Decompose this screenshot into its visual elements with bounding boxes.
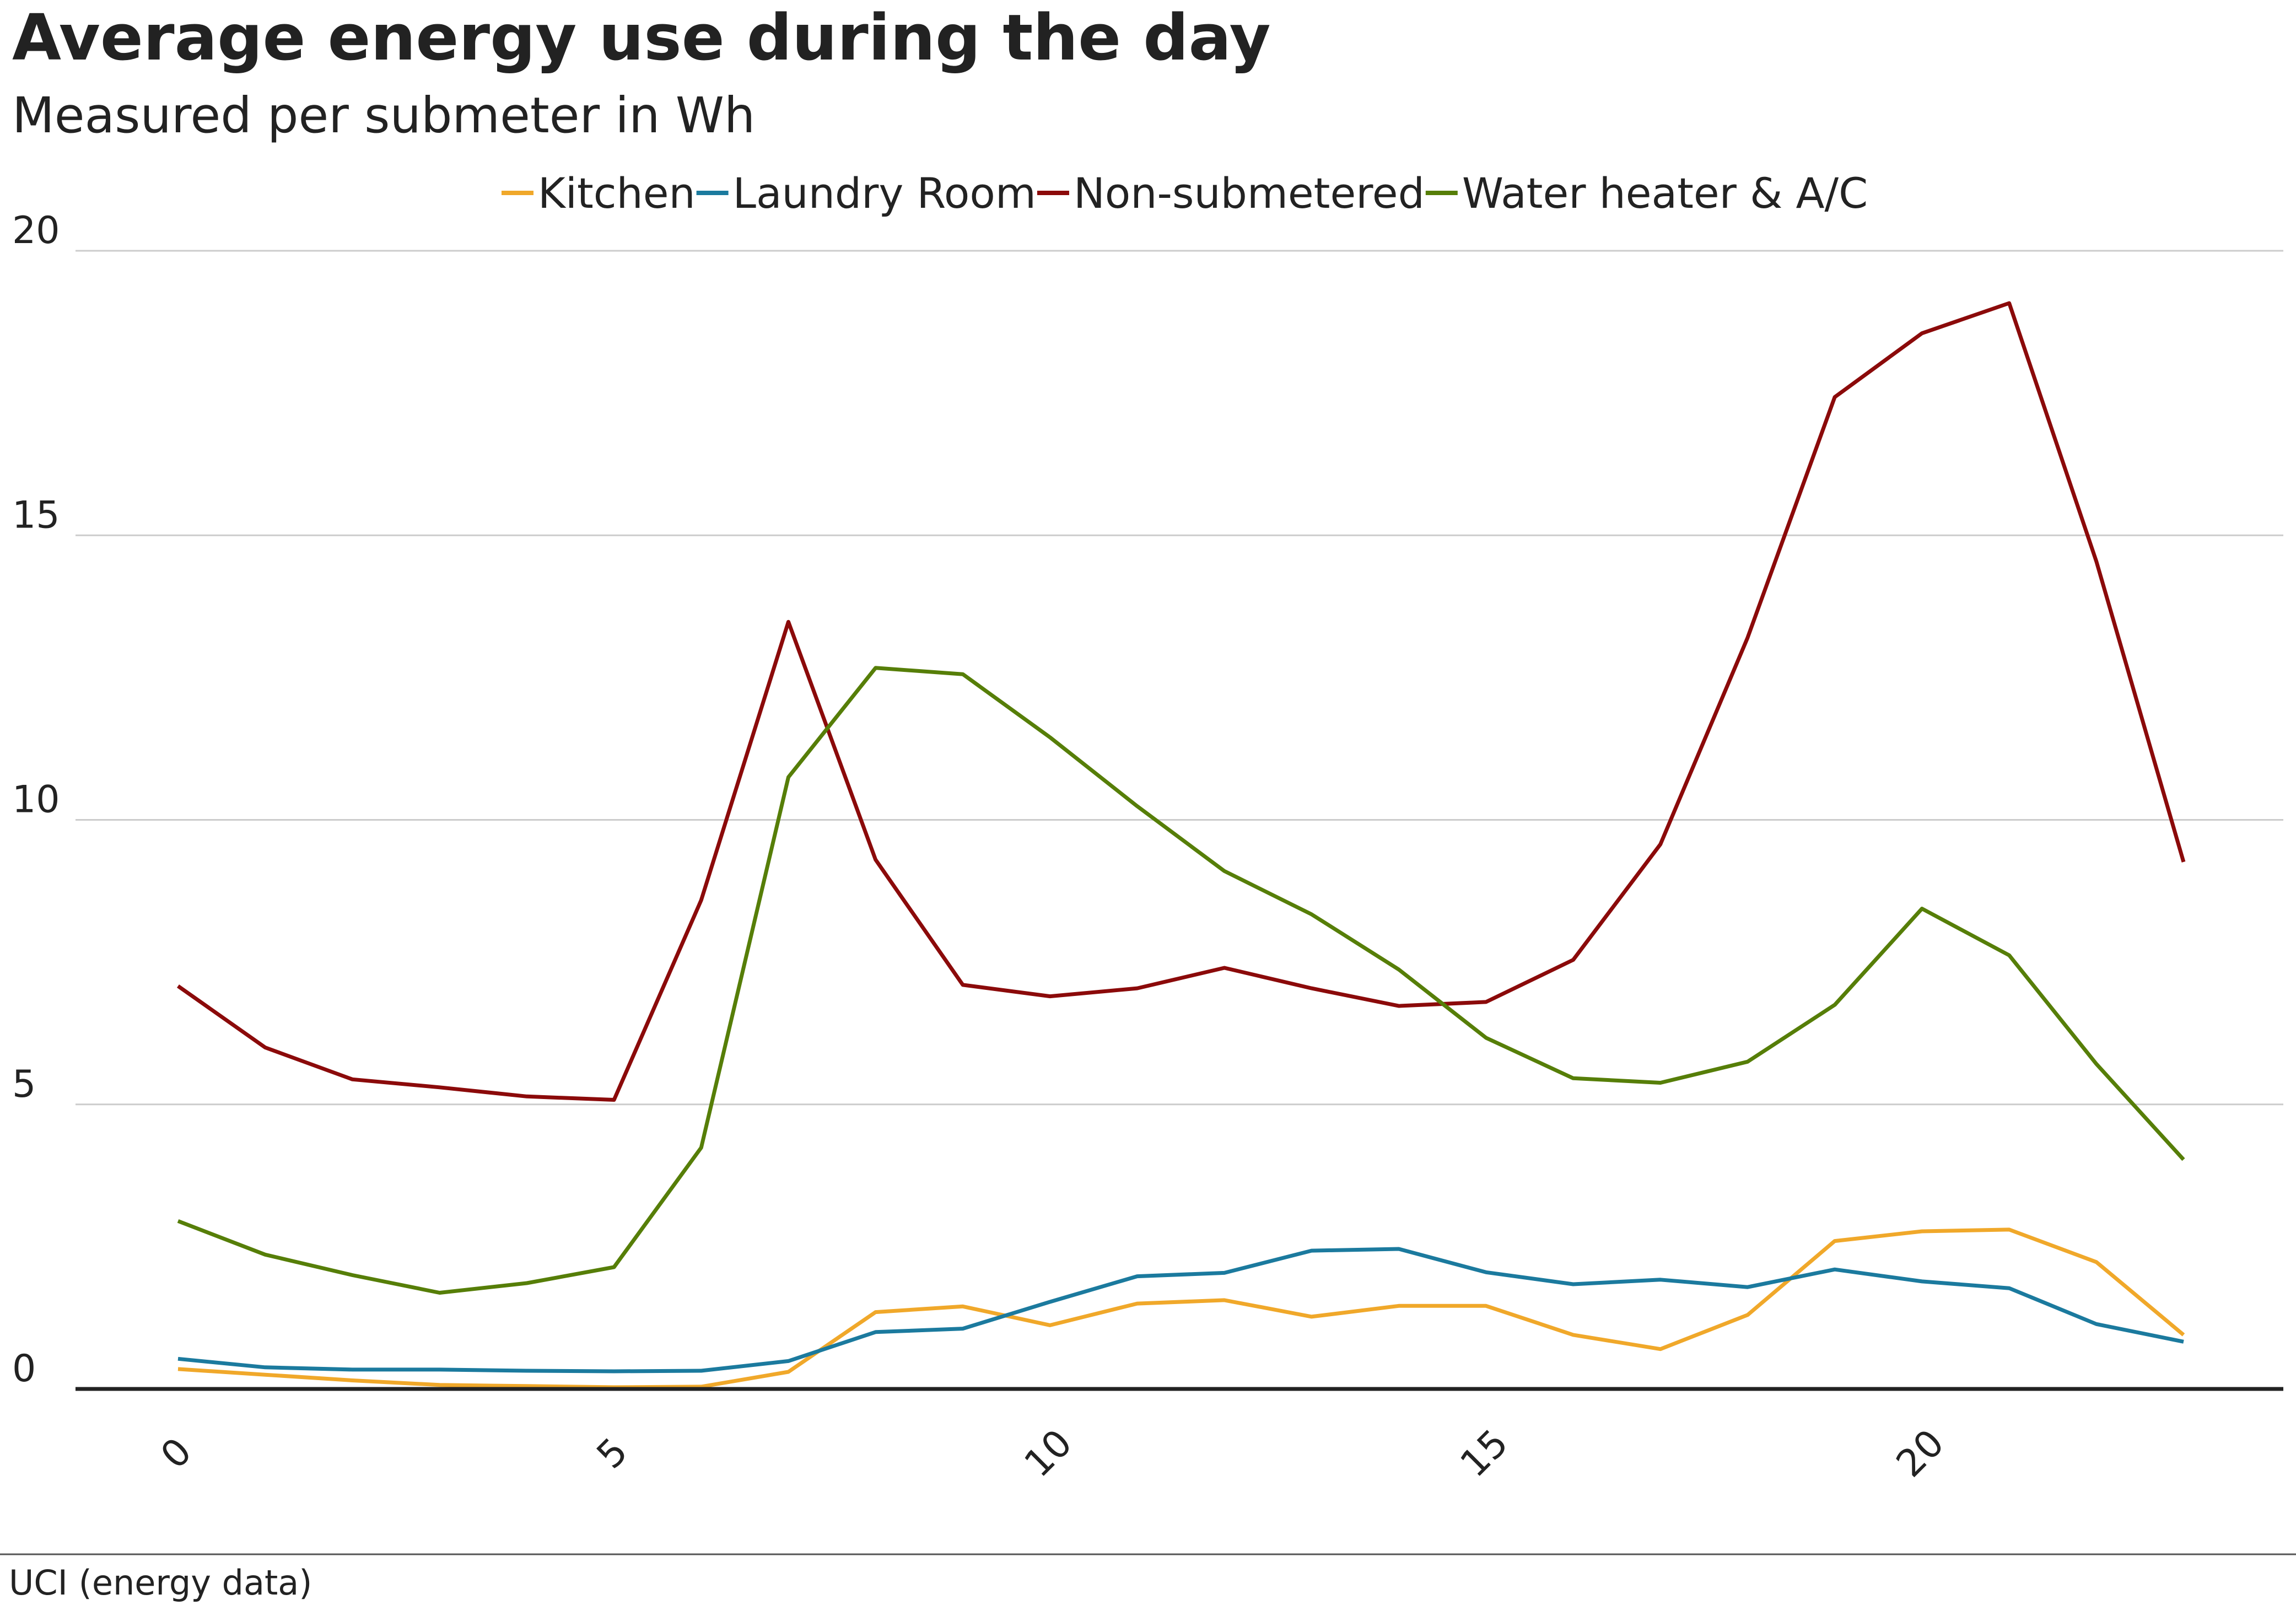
legend-label: Non-submetered [1074,169,1425,218]
x-tick-label: 10 [1016,1421,1081,1486]
source-note: UCI (energy data) [9,1563,312,1603]
legend: Kitchen Laundry Room Non-submetered Water h… [502,169,1868,218]
y-tick-label: 10 [12,778,60,822]
legend-label: Kitchen [538,169,696,218]
y-tick-label: 15 [12,493,60,537]
x-tick-label: 20 [1888,1421,1953,1486]
chart-title: Average energy use during the day [12,1,1271,75]
x-tick-label: 5 [589,1430,636,1477]
y-axis-ticks: 0 5 10 15 20 [12,209,60,1391]
y-tick-label: 5 [12,1063,36,1106]
chart-subtitle: Measured per submeter in Wh [12,87,755,144]
gridlines [76,250,2283,1106]
y-tick-label: 0 [12,1347,36,1391]
series-line-1 [177,1247,2184,1374]
series-lines [176,301,2186,1389]
series-line-0 [177,1227,2185,1389]
x-tick-label: 15 [1452,1421,1517,1486]
x-axis-ticks: 0 5 10 15 20 [153,1421,1953,1486]
series-line-2 [176,301,2186,1102]
y-tick-label: 20 [12,209,60,252]
series-line-3 [177,666,2185,1295]
x-tick-label: 0 [153,1430,200,1477]
legend-label: Water heater & A/C [1462,169,1868,218]
legend-label: Laundry Room [733,169,1036,218]
